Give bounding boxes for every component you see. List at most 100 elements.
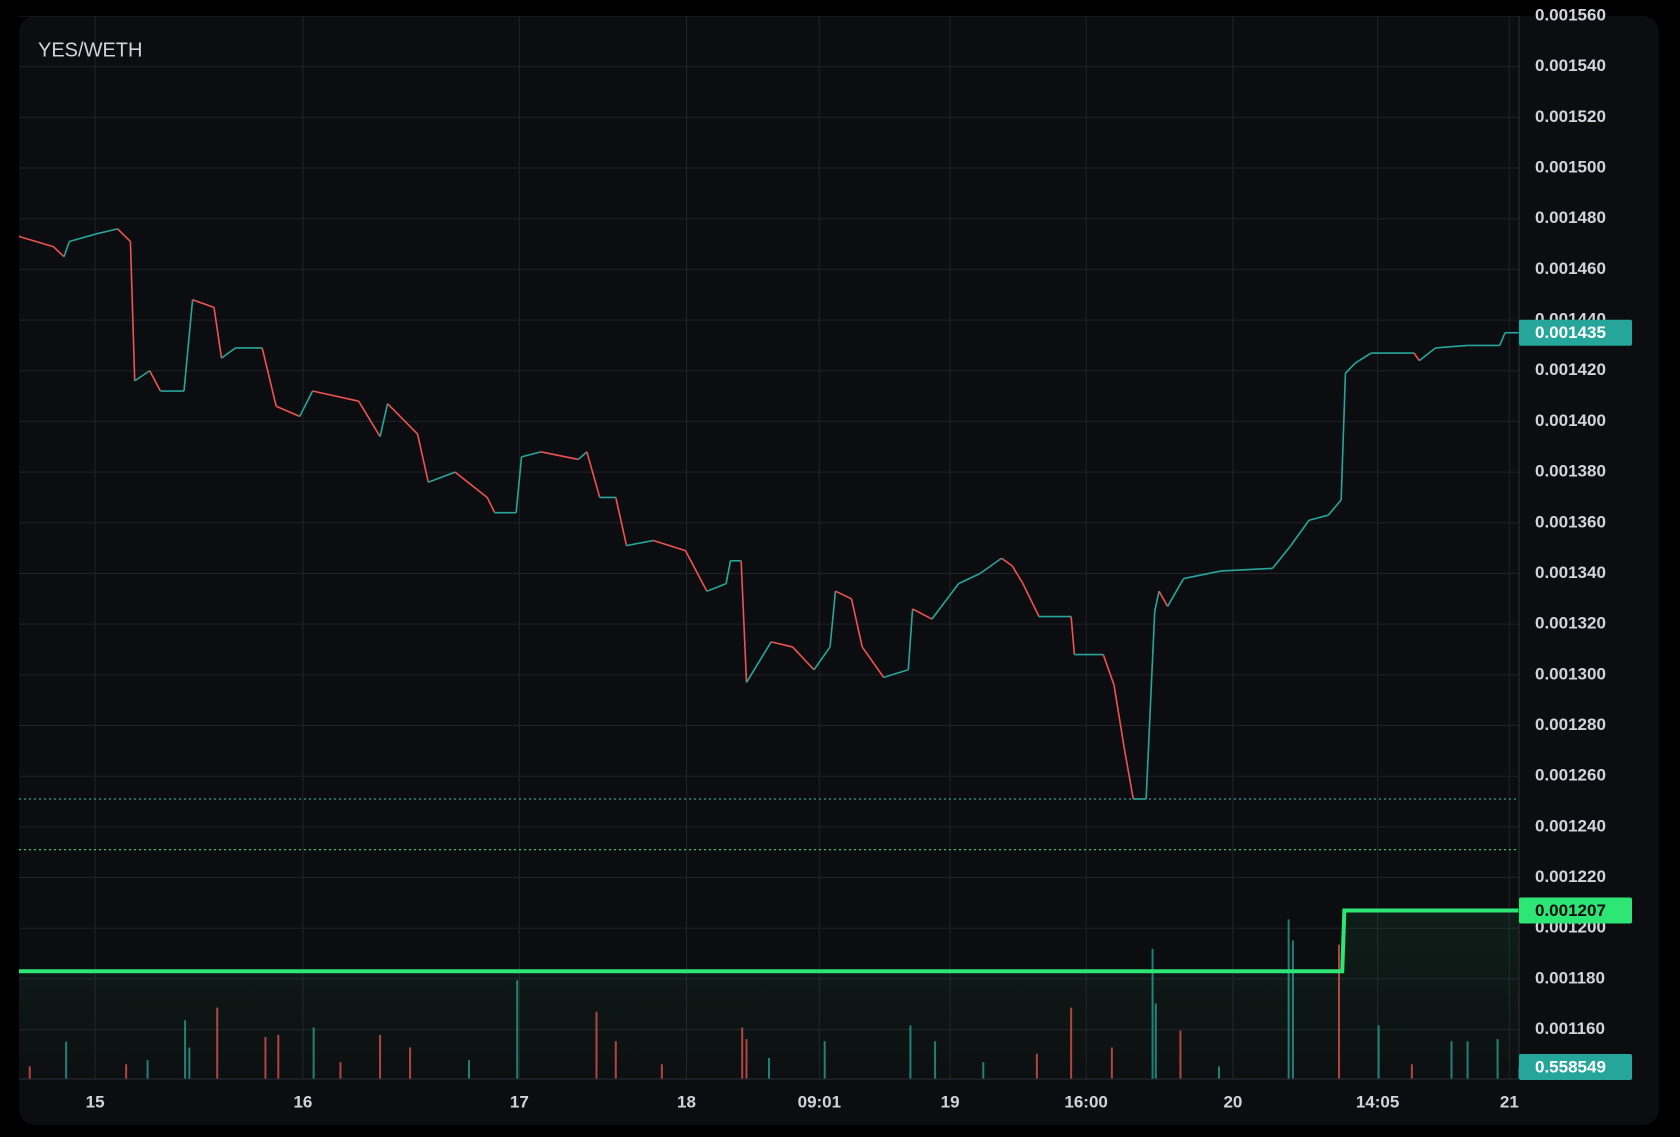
price-segment bbox=[192, 299, 215, 309]
chart-title: YES/WETH bbox=[38, 39, 142, 61]
grid bbox=[19, 16, 1519, 1079]
last-value-box bbox=[1519, 897, 1632, 924]
x-tick-label: 18 bbox=[677, 1092, 696, 1111]
price-segment bbox=[1221, 567, 1273, 572]
price-segment bbox=[626, 539, 654, 547]
y-tick-label: 0.001360 bbox=[1535, 512, 1606, 531]
price-segment bbox=[1102, 654, 1115, 686]
last-value-label: 0.558549 bbox=[1535, 1057, 1606, 1076]
x-tick-label: 15 bbox=[86, 1092, 105, 1111]
price-segment bbox=[213, 307, 223, 359]
price-segment bbox=[1022, 583, 1040, 617]
x-tick-label: 09:01 bbox=[798, 1092, 841, 1111]
y-tick-label: 0.001460 bbox=[1535, 259, 1606, 278]
price-segment bbox=[454, 471, 488, 499]
price-segment bbox=[1290, 519, 1310, 547]
price-segment bbox=[52, 246, 65, 258]
price-segment bbox=[275, 405, 301, 418]
price-segment bbox=[883, 668, 909, 679]
price-segment bbox=[706, 582, 727, 592]
price-segment bbox=[791, 646, 815, 671]
y-tick-label: 0.001380 bbox=[1535, 462, 1606, 481]
level-area bbox=[19, 910, 1519, 1079]
last-value-label: 0.001207 bbox=[1535, 901, 1606, 920]
last-value-box bbox=[1519, 319, 1632, 346]
price-segment bbox=[931, 583, 960, 620]
price-segment bbox=[515, 456, 523, 513]
price-segment bbox=[129, 241, 136, 381]
price-segment bbox=[907, 608, 914, 670]
price-segment bbox=[521, 451, 541, 458]
price-segment bbox=[428, 471, 456, 483]
y-tick-label: 0.001220 bbox=[1535, 867, 1606, 886]
y-tick-label: 0.001280 bbox=[1535, 715, 1606, 734]
price-segment bbox=[813, 646, 831, 671]
price-segment bbox=[387, 403, 419, 435]
price-segment bbox=[69, 233, 97, 243]
price-segment bbox=[829, 591, 837, 648]
price-segment bbox=[149, 370, 162, 392]
level-line bbox=[19, 908, 1519, 974]
plot-area bbox=[19, 228, 1519, 1079]
y-tick-label: 0.001480 bbox=[1535, 208, 1606, 227]
price-segment bbox=[486, 497, 496, 514]
price-segment bbox=[261, 347, 277, 407]
price-segment bbox=[653, 539, 686, 552]
price-segment bbox=[117, 228, 131, 243]
price-segment bbox=[19, 235, 54, 248]
price-segment bbox=[1166, 578, 1185, 607]
price-segment bbox=[1153, 591, 1160, 612]
price-segment bbox=[1183, 570, 1222, 580]
price-segment bbox=[1435, 344, 1468, 349]
y-tick-label: 0.001540 bbox=[1535, 56, 1606, 75]
price-segment bbox=[1145, 611, 1156, 800]
y-tick-label: 0.001420 bbox=[1535, 360, 1606, 379]
price-segment bbox=[861, 646, 885, 678]
price-segment bbox=[357, 400, 381, 438]
price-segment bbox=[1113, 684, 1126, 751]
price-segment bbox=[835, 590, 852, 600]
price-segment bbox=[1001, 557, 1013, 567]
y-tick-label: 0.001300 bbox=[1535, 664, 1606, 683]
price-segment bbox=[586, 451, 601, 498]
y-tick-label: 0.001340 bbox=[1535, 563, 1606, 582]
price-segment bbox=[312, 390, 359, 402]
y-tick-label: 0.001180 bbox=[1535, 968, 1605, 987]
price-segment bbox=[379, 403, 389, 437]
y-tick-label: 0.001160 bbox=[1535, 1019, 1605, 1038]
last-value-box bbox=[1519, 1054, 1632, 1080]
x-tick-label: 14:05 bbox=[1356, 1092, 1399, 1111]
price-segment bbox=[1340, 373, 1347, 501]
price-segment bbox=[221, 347, 236, 359]
x-tick-label: 16:00 bbox=[1064, 1092, 1107, 1111]
y-tick-label: 0.001500 bbox=[1535, 158, 1606, 177]
y-tick-label: 0.001400 bbox=[1535, 411, 1606, 430]
y-tick-label: 0.001320 bbox=[1535, 614, 1606, 633]
x-tick-label: 20 bbox=[1223, 1092, 1242, 1111]
price-segment bbox=[1271, 545, 1292, 569]
price-segment bbox=[134, 370, 151, 382]
price-segment bbox=[1123, 750, 1135, 800]
axes: 0.0011600.0011800.0012000.0012200.001240… bbox=[86, 5, 1632, 1111]
x-tick-label: 19 bbox=[941, 1092, 960, 1111]
y-tick-label: 0.001260 bbox=[1535, 766, 1606, 785]
price-segment bbox=[958, 572, 981, 585]
price-segment bbox=[615, 497, 628, 546]
price-segment bbox=[740, 560, 748, 683]
price-segment bbox=[540, 451, 579, 461]
price-segment bbox=[1498, 332, 1506, 346]
x-tick-label: 16 bbox=[293, 1092, 312, 1111]
price-segment bbox=[183, 299, 194, 392]
price-segment bbox=[725, 560, 732, 584]
price-segment bbox=[850, 598, 863, 648]
y-tick-label: 0.001560 bbox=[1535, 5, 1606, 24]
price-segment bbox=[95, 228, 118, 235]
price-segment bbox=[1344, 362, 1356, 374]
price-segment bbox=[979, 557, 1002, 575]
y-tick-label: 0.001240 bbox=[1535, 816, 1606, 835]
price-segment bbox=[770, 641, 793, 648]
price-segment bbox=[63, 241, 71, 257]
price-segment bbox=[1158, 590, 1169, 607]
price-segment bbox=[299, 390, 314, 417]
